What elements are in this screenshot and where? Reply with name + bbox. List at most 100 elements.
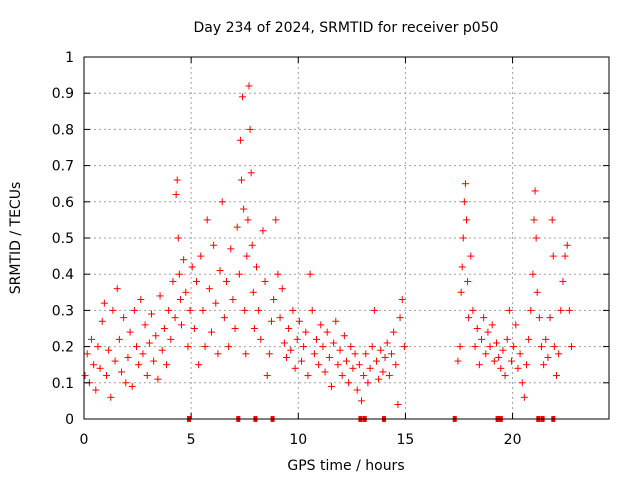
data-point xyxy=(257,335,265,343)
data-point xyxy=(107,393,115,401)
data-point xyxy=(261,277,269,285)
data-point xyxy=(210,241,218,249)
data-point xyxy=(533,288,541,296)
data-point xyxy=(300,343,308,351)
data-point xyxy=(259,227,267,235)
data-point xyxy=(111,357,119,365)
data-point xyxy=(122,379,130,387)
data-point xyxy=(568,343,575,351)
data-point xyxy=(120,314,128,322)
data-point xyxy=(96,364,104,372)
data-point xyxy=(549,252,557,260)
data-point xyxy=(467,252,475,260)
data-point xyxy=(201,343,209,351)
data-point xyxy=(396,314,404,322)
data-point xyxy=(565,306,573,314)
data-point xyxy=(518,379,526,387)
data-point xyxy=(370,306,378,314)
data-point xyxy=(508,357,515,365)
data-point xyxy=(178,321,185,329)
data-point xyxy=(497,364,505,372)
data-point xyxy=(188,263,196,271)
data-point xyxy=(469,306,477,314)
x-tick-labels: 0 5 10 15 20 xyxy=(80,432,522,448)
data-point xyxy=(516,350,524,358)
data-point xyxy=(304,372,312,380)
data-point xyxy=(231,325,239,332)
data-point xyxy=(295,317,303,325)
data-point xyxy=(529,270,537,278)
data-point xyxy=(486,343,494,351)
data-point xyxy=(291,364,299,372)
data-point xyxy=(321,368,329,376)
data-point xyxy=(319,343,327,351)
data-point xyxy=(98,317,106,325)
data-point xyxy=(310,350,318,358)
data-point xyxy=(247,169,255,177)
y-tick-label: 0.1 xyxy=(52,376,74,392)
y-tick-label: 0.4 xyxy=(52,267,74,283)
axis-ticks xyxy=(83,56,609,420)
data-point xyxy=(353,386,361,394)
data-point xyxy=(268,317,275,325)
data-point xyxy=(458,263,466,271)
data-point xyxy=(208,328,215,336)
y-tick-labels: 0 0.1 0.2 0.3 0.4 0.5 0.6 0.7 0.8 0.9 1 xyxy=(52,50,74,428)
data-point xyxy=(186,306,194,314)
data-point xyxy=(465,314,473,322)
data-point xyxy=(317,321,325,329)
data-point xyxy=(355,361,363,369)
y-tick-label: 0 xyxy=(65,412,74,428)
data-point xyxy=(285,325,293,332)
data-point xyxy=(505,306,513,314)
data-point xyxy=(100,299,108,307)
x-tick-label: 10 xyxy=(289,432,307,448)
data-point xyxy=(510,343,518,351)
data-point xyxy=(325,353,333,361)
data-point xyxy=(109,306,117,314)
data-point xyxy=(360,372,368,380)
data-point xyxy=(542,335,550,343)
data-point xyxy=(145,339,153,347)
data-point xyxy=(349,364,357,372)
data-point xyxy=(241,306,249,314)
data-point xyxy=(298,357,305,365)
data-point xyxy=(495,353,503,361)
data-point xyxy=(336,346,344,354)
data-point xyxy=(287,346,295,354)
data-point xyxy=(332,317,340,325)
data-point xyxy=(338,372,346,380)
data-point xyxy=(133,343,140,351)
data-point xyxy=(225,343,233,351)
data-point xyxy=(227,245,235,253)
x-tick-label: 15 xyxy=(397,432,415,448)
data-point xyxy=(176,296,184,304)
data-point xyxy=(388,350,395,358)
data-point xyxy=(523,361,530,369)
data-point xyxy=(233,223,241,231)
data-point xyxy=(457,288,465,296)
x-axis-label: GPS time / hours xyxy=(287,458,404,474)
data-point xyxy=(503,335,511,343)
data-point xyxy=(180,256,188,264)
y-tick-label: 0.9 xyxy=(52,86,74,102)
y-tick-label: 0.2 xyxy=(52,340,74,356)
data-point xyxy=(540,361,548,369)
data-point xyxy=(243,252,251,260)
data-point xyxy=(197,252,205,260)
data-point xyxy=(154,375,162,383)
data-point xyxy=(81,372,89,380)
data-point xyxy=(531,187,539,195)
data-point xyxy=(90,361,98,369)
y-tick-label: 0.6 xyxy=(52,195,74,211)
data-point xyxy=(553,372,560,380)
data-point xyxy=(171,314,179,322)
data-point xyxy=(174,234,182,242)
data-point xyxy=(347,343,355,351)
data-point xyxy=(464,277,472,285)
data-point xyxy=(103,372,110,380)
data-point xyxy=(293,335,301,343)
data-point xyxy=(330,339,338,347)
